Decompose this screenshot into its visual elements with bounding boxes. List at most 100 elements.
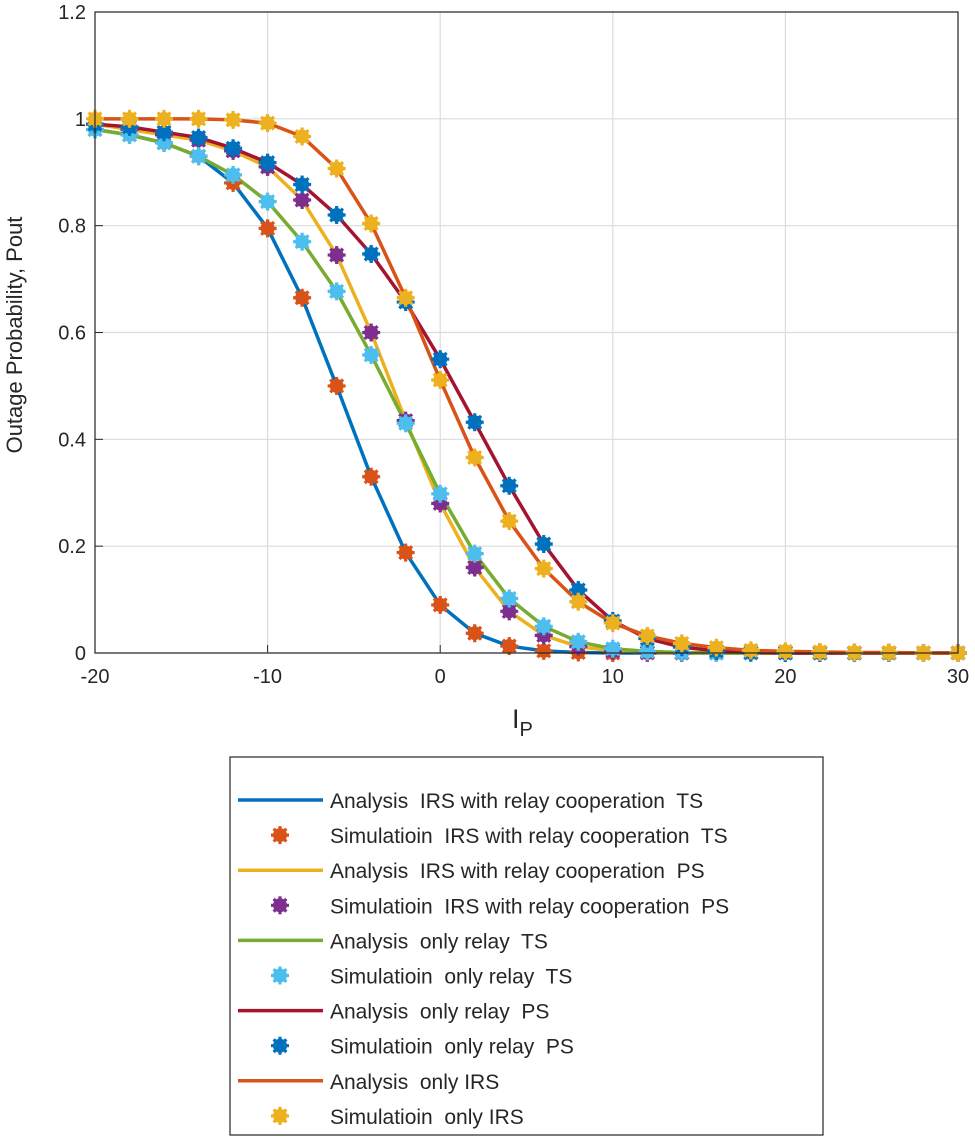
y-tick-label: 0.4	[58, 429, 86, 451]
data-point-5-6	[293, 232, 312, 251]
marker-spoke	[536, 536, 552, 552]
y-tick-label: 0	[75, 643, 86, 665]
marker-spoke	[225, 140, 241, 156]
data-point-9-6	[293, 127, 312, 146]
legend-label: Analysis only relay PS	[330, 1001, 549, 1024]
x-tick-label: 30	[947, 666, 969, 688]
legend-entry: Simulatioin only relay PS	[271, 1036, 574, 1059]
data-point-9-5	[258, 114, 277, 133]
marker-spoke	[294, 177, 310, 193]
data-point-1-10	[431, 595, 450, 614]
data-point-1-7	[327, 376, 346, 395]
data-point-5-14	[569, 632, 588, 651]
marker-spoke	[501, 638, 517, 654]
legend-label: Simulatioin IRS with relay cooperation T…	[330, 825, 728, 848]
data-point-7-6	[293, 175, 312, 194]
data-point-9-8	[362, 214, 381, 233]
data-point-5-10	[431, 484, 450, 503]
data-point-9-13	[534, 559, 553, 578]
marker-spoke	[570, 594, 586, 610]
marker-spoke	[639, 628, 655, 644]
data-point-9-1	[120, 109, 139, 128]
marker-spoke	[398, 545, 414, 561]
legend-entry: Analysis IRS with relay cooperation PS	[238, 860, 705, 883]
data-point-5-9	[396, 414, 415, 433]
marker-spoke	[272, 1038, 288, 1054]
data-point-5-4	[224, 165, 243, 184]
data-point-5-11	[465, 544, 484, 563]
data-point-3-8	[362, 323, 381, 342]
data-point-7-11	[465, 413, 484, 432]
marker-spoke	[363, 347, 379, 363]
data-point-9-21	[810, 642, 829, 661]
data-point-1-8	[362, 467, 381, 486]
marker-spoke	[432, 351, 448, 367]
data-point-3-6	[293, 191, 312, 210]
data-point-7-8	[362, 244, 381, 263]
legend-label: Analysis only IRS	[330, 1071, 499, 1094]
legend-marker-swatch	[271, 896, 289, 915]
legend-label: Simulatioin only IRS	[330, 1106, 524, 1129]
marker-spoke	[191, 148, 207, 164]
marker-spoke	[536, 643, 552, 659]
legend-marker-swatch	[271, 826, 289, 845]
legend-entry: Analysis IRS with relay cooperation TS	[238, 790, 703, 813]
marker-spoke	[467, 414, 483, 430]
marker-spoke	[639, 643, 655, 659]
data-point-1-6	[293, 288, 312, 307]
marker-spoke	[272, 1108, 288, 1124]
data-point-9-3	[189, 109, 208, 128]
marker-spoke	[605, 615, 621, 631]
data-point-1-12	[500, 637, 519, 656]
x-tick-label: 10	[602, 666, 624, 688]
legend-label: Analysis IRS with relay cooperation PS	[330, 860, 705, 883]
x-axis-label-subscript: P	[520, 719, 533, 741]
data-point-7-13	[534, 535, 553, 554]
data-point-5-3	[189, 147, 208, 166]
data-point-9-4	[224, 110, 243, 129]
legend-entry: Simulatioin only relay TS	[271, 966, 572, 989]
marker-spoke	[329, 378, 345, 394]
legend-marker-swatch	[271, 1106, 289, 1125]
legend-label: Simulatioin only relay PS	[330, 1036, 574, 1059]
legend-entry: Simulatioin IRS with relay cooperation T…	[271, 825, 728, 848]
marker-spoke	[708, 640, 724, 656]
marker-spoke	[329, 161, 345, 177]
marker-spoke	[225, 112, 241, 128]
marker-spoke	[743, 642, 759, 658]
marker-spoke	[432, 486, 448, 502]
marker-spoke	[260, 194, 276, 210]
marker-spoke	[363, 325, 379, 340]
marker-spoke	[363, 216, 379, 232]
legend-label: Simulatioin only relay TS	[330, 966, 572, 989]
data-point-5-7	[327, 282, 346, 301]
data-point-3-7	[327, 246, 346, 265]
marker-spoke	[777, 643, 793, 659]
data-point-7-7	[327, 205, 346, 224]
data-point-9-16	[638, 626, 657, 645]
marker-spoke	[501, 478, 517, 494]
data-point-9-15	[603, 614, 622, 633]
x-axis-label: IP	[512, 704, 533, 741]
marker-spoke	[272, 897, 288, 913]
data-point-9-2	[155, 109, 174, 128]
data-point-9-9	[396, 288, 415, 307]
marker-spoke	[536, 618, 552, 634]
legend-marker-swatch	[271, 966, 289, 985]
marker-spoke	[156, 111, 172, 127]
legend-entry: Simulatioin only IRS	[271, 1106, 524, 1129]
marker-spoke	[294, 290, 310, 306]
marker-spoke	[294, 128, 310, 144]
data-point-9-20	[776, 642, 795, 661]
data-point-7-3	[189, 128, 208, 147]
marker-spoke	[570, 634, 586, 650]
x-tick-label: -10	[253, 666, 282, 688]
data-point-9-18	[707, 638, 726, 657]
marker-spoke	[467, 546, 483, 562]
marker-spoke	[398, 415, 414, 431]
marker-spoke	[294, 192, 310, 208]
marker-spoke	[329, 283, 345, 299]
legend-entry: Analysis only relay TS	[238, 930, 548, 953]
x-tick-label: 0	[435, 666, 446, 688]
legend-marker-swatch	[271, 1036, 289, 1055]
